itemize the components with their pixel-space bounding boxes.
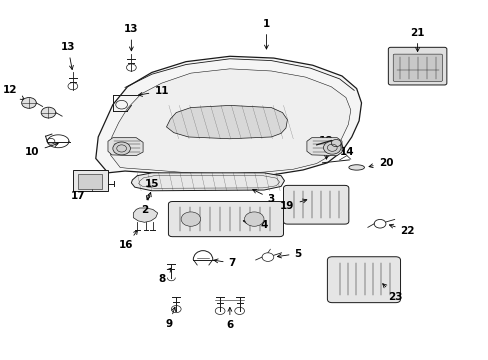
Polygon shape (110, 69, 350, 174)
Text: 17: 17 (70, 183, 90, 201)
FancyBboxPatch shape (78, 174, 102, 189)
FancyBboxPatch shape (387, 47, 446, 85)
Text: 21: 21 (409, 28, 424, 51)
Text: 11: 11 (138, 86, 168, 96)
Polygon shape (131, 173, 284, 191)
Polygon shape (133, 208, 158, 222)
Text: 2: 2 (141, 193, 151, 216)
Text: 15: 15 (144, 179, 159, 200)
FancyBboxPatch shape (73, 170, 108, 192)
Text: 13: 13 (61, 42, 75, 69)
Text: 22: 22 (388, 224, 414, 236)
FancyBboxPatch shape (168, 202, 283, 237)
Text: 9: 9 (165, 307, 175, 329)
Text: 1: 1 (262, 19, 269, 49)
Text: 14: 14 (321, 145, 353, 157)
Circle shape (330, 139, 340, 147)
Polygon shape (306, 138, 341, 156)
Text: 23: 23 (382, 284, 402, 302)
Text: 3: 3 (252, 189, 274, 204)
Text: 18: 18 (319, 136, 333, 159)
Circle shape (21, 98, 36, 108)
Circle shape (181, 212, 200, 226)
Polygon shape (108, 138, 143, 156)
Circle shape (113, 142, 130, 155)
Text: 4: 4 (243, 220, 267, 230)
Ellipse shape (348, 165, 364, 170)
FancyBboxPatch shape (327, 257, 400, 303)
Text: 13: 13 (124, 24, 138, 51)
Text: 16: 16 (119, 230, 137, 250)
Text: 6: 6 (226, 307, 233, 330)
Circle shape (244, 212, 264, 226)
Polygon shape (166, 105, 287, 139)
Circle shape (41, 107, 56, 118)
Text: 5: 5 (277, 248, 301, 258)
Circle shape (323, 141, 340, 154)
FancyBboxPatch shape (392, 54, 442, 81)
Text: 10: 10 (25, 143, 58, 157)
Polygon shape (96, 56, 361, 176)
Text: 8: 8 (158, 268, 171, 284)
Text: 19: 19 (280, 199, 306, 211)
Text: 20: 20 (368, 158, 392, 168)
Text: 12: 12 (3, 85, 24, 100)
Text: 7: 7 (214, 258, 236, 268)
FancyBboxPatch shape (283, 185, 348, 224)
